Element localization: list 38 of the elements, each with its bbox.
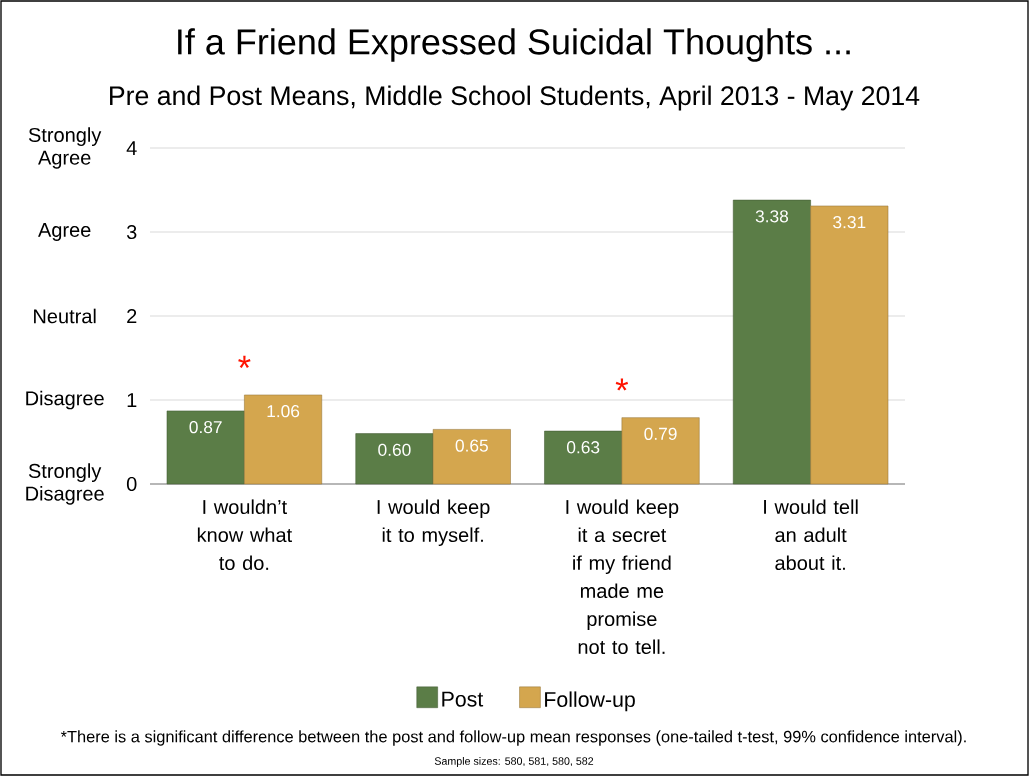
text: *There is a significant difference between the post and follow-up mean responses (one-tailed t-test, 99% confidence interval).: [60, 730, 966, 746]
bar: [166, 410, 245, 485]
data-label: 0.65: [455, 439, 488, 452]
data-label: 0.79: [644, 427, 677, 440]
chart-subtitle: Pre and Post Means, Middle School Students, April 2013 - May 2014: [110, 85, 920, 111]
y-tick-label: 0: [126, 476, 137, 492]
text: Disagree: [26, 390, 104, 410]
text: Strongly Agree: [28, 127, 102, 169]
y-tick-label: 4: [126, 141, 137, 155]
x-tick-label: I would keep it to myself.: [377, 499, 490, 547]
text: Neutral: [34, 308, 96, 324]
annotation: *: [615, 378, 629, 391]
data-label: 0.60: [378, 443, 411, 456]
text: Strongly Disagree: [26, 463, 104, 505]
x-tick-label: I would tell an adult about it.: [764, 499, 858, 571]
bar: [355, 433, 434, 485]
data-label: 3.31: [833, 216, 866, 229]
bar: [621, 417, 700, 485]
chart-title: If a Friend Expressed Suicidal Thoughts ...: [178, 28, 850, 62]
bar: [244, 394, 323, 485]
data-label: 3.38: [755, 210, 789, 223]
text: Agree: [38, 223, 91, 241]
y-tick-label: 2: [127, 309, 137, 323]
data-label: 1.06: [267, 405, 300, 418]
bar: [810, 205, 889, 485]
data-label: 0.63: [566, 441, 600, 454]
bar: [732, 199, 811, 485]
x-tick-label: I wouldn’t know what to do.: [197, 499, 293, 571]
annotation: *: [238, 355, 251, 368]
bar: [544, 430, 623, 485]
y-tick-label: 3: [126, 224, 137, 240]
y-tick-label: 1: [127, 393, 137, 407]
x-tick-label: I would keep it a secret if my friend made me promise not to tell.: [566, 499, 679, 655]
bar: [432, 429, 511, 485]
legend-label: Post: [442, 691, 484, 707]
text: Sample sizes: 580, 581, 580, 582: [434, 757, 594, 767]
data-label: 0.87: [189, 420, 222, 434]
legend-label: Follow-up: [545, 691, 635, 712]
